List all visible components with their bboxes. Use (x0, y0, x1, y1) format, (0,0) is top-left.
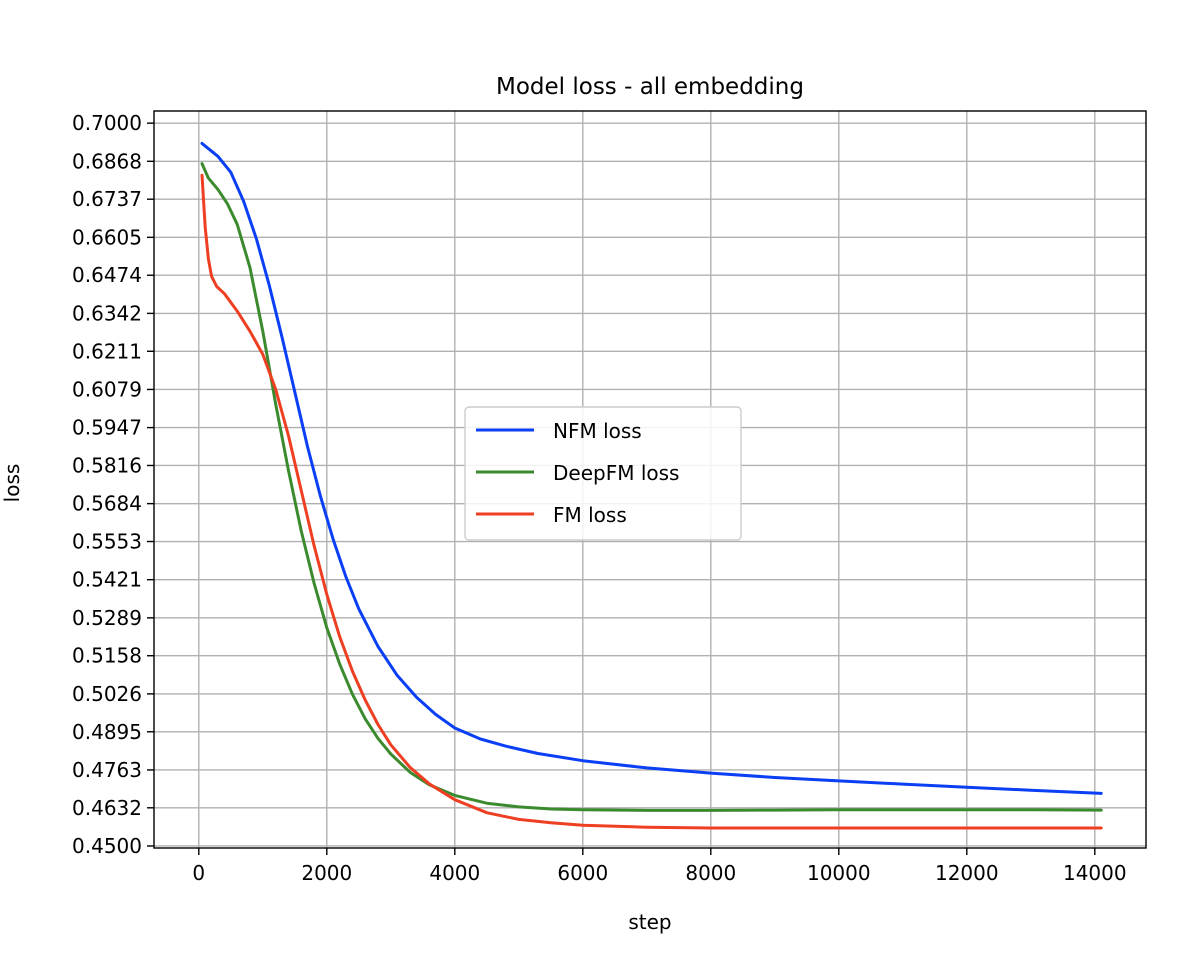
y-tick-label: 0.5684 (72, 492, 142, 516)
legend-label-fm: FM loss (553, 503, 627, 527)
plot-area-frame (153, 110, 1147, 849)
y-tick-label: 0.6868 (72, 149, 142, 173)
y-tick-label: 0.4895 (72, 720, 142, 744)
x-tick-label: 12000 (935, 861, 999, 885)
y-tick-label: 0.5026 (72, 682, 142, 706)
y-tick-label: 0.5158 (72, 644, 142, 668)
x-tick-label: 10000 (807, 861, 871, 885)
y-tick-label: 0.4632 (72, 796, 142, 820)
y-tick-label: 0.5816 (72, 453, 142, 477)
y-tick-label: 0.6211 (72, 339, 142, 363)
y-tick-label: 0.5289 (72, 606, 142, 630)
y-tick-label: 0.6605 (72, 225, 142, 249)
x-tick-label: 0 (192, 861, 205, 885)
series-lines (200, 141, 1103, 830)
x-axis-label: step (628, 910, 671, 934)
x-tick-label: 4000 (429, 861, 480, 885)
y-tick-label: 0.5947 (72, 416, 142, 440)
grid (154, 111, 1146, 848)
y-tick-label: 0.6737 (72, 187, 142, 211)
y-tick-label: 0.4500 (72, 834, 142, 858)
chart-title: Model loss - all embedding (496, 74, 804, 100)
y-tick-label: 0.6342 (72, 301, 142, 325)
legend-label-nfm: NFM loss (553, 419, 642, 443)
x-tick-label: 2000 (301, 861, 352, 885)
y-tick-label: 0.7000 (72, 111, 142, 135)
y-tick-label: 0.5421 (72, 568, 142, 592)
x-tick-label: 8000 (685, 861, 736, 885)
y-tick-label: 0.4763 (72, 758, 142, 782)
legend-box (464, 406, 742, 541)
legend-label-deepfm: DeepFM loss (553, 461, 679, 485)
y-axis-label: loss (0, 464, 24, 503)
y-tick-label: 0.6079 (72, 377, 142, 401)
series-line-deepfm-loss (200, 162, 1103, 812)
x-tick-label: 6000 (557, 861, 608, 885)
series-line-nfm-loss (200, 141, 1103, 795)
y-tick-label: 0.6474 (72, 263, 142, 287)
y-tick-label: 0.5553 (72, 530, 142, 554)
x-axis-ticks: 0 2000 4000 6000 8000 10000 12000 14000 (192, 848, 1127, 885)
legend: NFM loss DeepFM loss FM loss (464, 406, 742, 541)
series-line-fm-loss (200, 173, 1103, 830)
x-tick-label: 14000 (1063, 861, 1127, 885)
y-axis-ticks: 0.4500 0.4632 0.4763 0.4895 0.5026 0.5158 0.52… (72, 111, 154, 858)
